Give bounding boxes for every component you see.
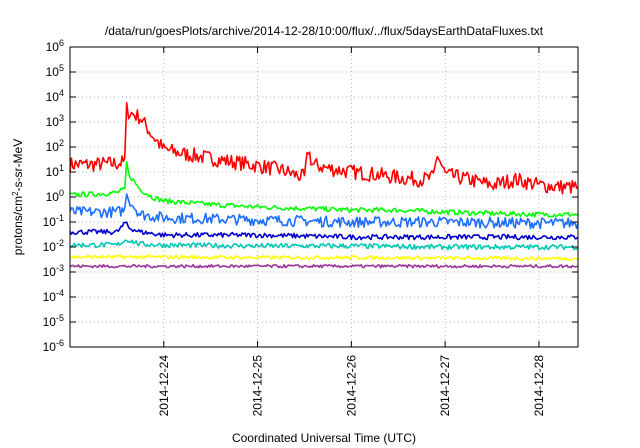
x-axis-ticks: 2014-12-24 2014-12-25 2014-12-26 2014-12-27… xyxy=(157,47,546,416)
x-tick-label: 2014-12-27 xyxy=(438,355,452,417)
y-tick-exponent: 2 xyxy=(59,138,64,148)
y-tick-exponent: 0 xyxy=(59,188,64,198)
y-tick-exponent: 1 xyxy=(59,163,64,173)
y-tick-base: 10 xyxy=(46,115,60,129)
y-tick-base: 10 xyxy=(46,165,60,179)
y-tick-exponent: 3 xyxy=(59,113,64,123)
y-tick-base: 10 xyxy=(46,190,60,204)
y-tick-base: 10 xyxy=(43,265,57,279)
y-tick-label: 105 xyxy=(46,63,64,79)
y-tick-label: 10-4 xyxy=(43,288,64,304)
y-tick-label: 10-5 xyxy=(43,313,64,329)
y-axis-label-main: protons/cm xyxy=(11,196,25,255)
x-axis-label: Coordinated Universal Time (UTC) xyxy=(232,431,416,445)
series-group xyxy=(69,101,579,269)
y-tick-exponent: 5 xyxy=(59,63,64,73)
y-tick-label: 10-1 xyxy=(43,213,64,229)
x-tick-label: 2014-12-24 xyxy=(157,355,171,417)
x-tick-label: 2014-12-28 xyxy=(532,355,546,417)
y-tick-base: 10 xyxy=(43,290,57,304)
y-tick-label: 10-6 xyxy=(43,338,64,354)
y-tick-exponent: -4 xyxy=(56,288,64,298)
series-line-5 xyxy=(70,239,579,251)
y-tick-base: 10 xyxy=(43,215,57,229)
y-tick-label: 103 xyxy=(46,113,64,129)
y-tick-base: 10 xyxy=(43,340,57,354)
y-tick-base: 10 xyxy=(43,240,57,254)
series-line-6 xyxy=(69,254,579,261)
y-tick-base: 10 xyxy=(46,90,60,104)
y-tick-exponent: -6 xyxy=(56,338,64,348)
series-line-3 xyxy=(69,193,579,230)
series-line-4 xyxy=(69,221,579,241)
y-tick-label: 10-3 xyxy=(43,263,64,279)
y-tick-exponent: 6 xyxy=(59,38,64,48)
series-line-7 xyxy=(69,263,579,269)
x-tick-label: 2014-12-26 xyxy=(344,355,358,417)
y-axis-ticks: 10-610-510-410-310-210-11001011021031041… xyxy=(43,38,578,354)
y-tick-base: 10 xyxy=(46,65,60,79)
y-tick-exponent: 4 xyxy=(59,88,64,98)
y-tick-label: 104 xyxy=(46,88,64,104)
horizontal-gridlines xyxy=(70,71,578,323)
y-tick-base: 10 xyxy=(46,140,60,154)
y-tick-base: 10 xyxy=(43,315,57,329)
y-tick-exponent: -1 xyxy=(56,213,64,223)
y-tick-label: 106 xyxy=(46,38,64,54)
y-tick-base: 10 xyxy=(46,40,60,54)
series-line-2 xyxy=(69,160,579,218)
series-line-1 xyxy=(69,101,579,195)
y-axis-label-superscript: 2 xyxy=(11,191,20,196)
y-tick-label: 10-2 xyxy=(43,238,64,254)
y-tick-exponent: -3 xyxy=(56,263,64,273)
y-tick-label: 101 xyxy=(46,163,64,179)
y-tick-label: 102 xyxy=(46,138,64,154)
y-axis-label-tail: -s-sr-MeV xyxy=(11,139,25,192)
y-tick-label: 100 xyxy=(46,188,64,204)
y-tick-exponent: -5 xyxy=(56,313,64,323)
y-axis-label: protons/cm2-s-sr-MeV xyxy=(11,139,25,255)
y-tick-exponent: -2 xyxy=(56,238,64,248)
chart-title: /data/run/goesPlots/archive/2014-12-28/1… xyxy=(105,24,544,38)
x-tick-label: 2014-12-25 xyxy=(251,355,265,417)
